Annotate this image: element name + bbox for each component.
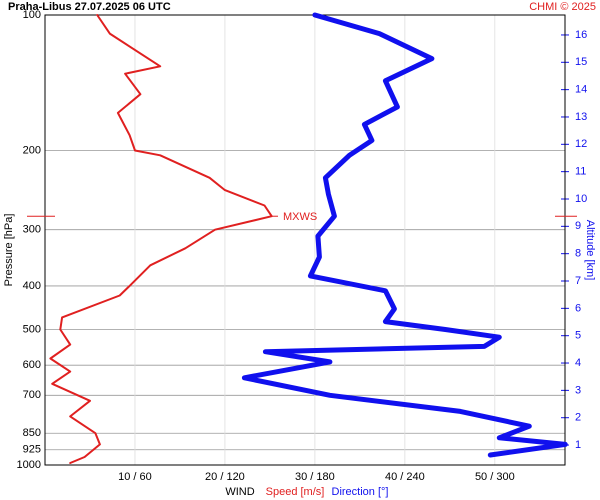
y-tick-label: 1000: [17, 459, 41, 471]
y2-tick-label: 2: [575, 412, 581, 424]
y2-tick-label: 14: [575, 84, 587, 96]
y2-tick-label: 3: [575, 384, 581, 396]
x-tick-label: 10 / 60: [118, 471, 152, 483]
legend-entry: Speed [m/s]: [266, 486, 325, 498]
source: CHMI © 2025: [529, 1, 596, 13]
y2-tick-label: 1: [575, 439, 581, 451]
y2-tick-label: 7: [575, 275, 581, 287]
plot-frame: [44, 14, 566, 466]
y2-axis-label: Altitude [km]: [584, 220, 596, 281]
x-tick-label: 30 / 180: [295, 471, 335, 483]
y2-tick-label: 13: [575, 111, 587, 123]
y-tick-label: 700: [23, 389, 41, 401]
y2-tick-label: 12: [575, 138, 587, 150]
y-tick-label: 300: [23, 224, 41, 236]
y2-tick-label: 4: [575, 357, 581, 369]
y-tick-label: 200: [23, 144, 41, 156]
y2-tick-label: 8: [575, 248, 581, 260]
x-tick-label: 40 / 240: [385, 471, 425, 483]
y-tick-label: 850: [23, 427, 41, 439]
y-axis-label: Pressure [hPa]: [3, 214, 15, 287]
y-tick-label: 100: [23, 9, 41, 21]
x-axis-label: WIND: [225, 486, 254, 498]
y-tick-label: 600: [23, 359, 41, 371]
legend-entry: Direction [°]: [332, 486, 389, 498]
y2-tick-label: 11: [575, 166, 586, 178]
profile-line: [49, 14, 273, 464]
y2-tick-label: 5: [575, 330, 581, 342]
y2-tick-label: 16: [575, 29, 587, 41]
x-tick-label: 20 / 120: [205, 471, 245, 483]
y2-tick-label: 6: [575, 302, 581, 314]
y2-tick-label: 10: [575, 193, 587, 205]
profile-line: [241, 12, 568, 458]
y2-tick-label: 9: [575, 220, 581, 232]
x-tick-label: 50 / 300: [475, 471, 515, 483]
y-tick-label: 925: [23, 444, 41, 456]
y-tick-label: 400: [23, 280, 41, 292]
y-tick-label: 500: [23, 323, 41, 335]
chart-title: Praha-Libus 27.07.2025 06 UTC: [8, 1, 171, 13]
y2-tick-label: 15: [575, 56, 587, 68]
annotation: MXWS: [283, 211, 317, 223]
